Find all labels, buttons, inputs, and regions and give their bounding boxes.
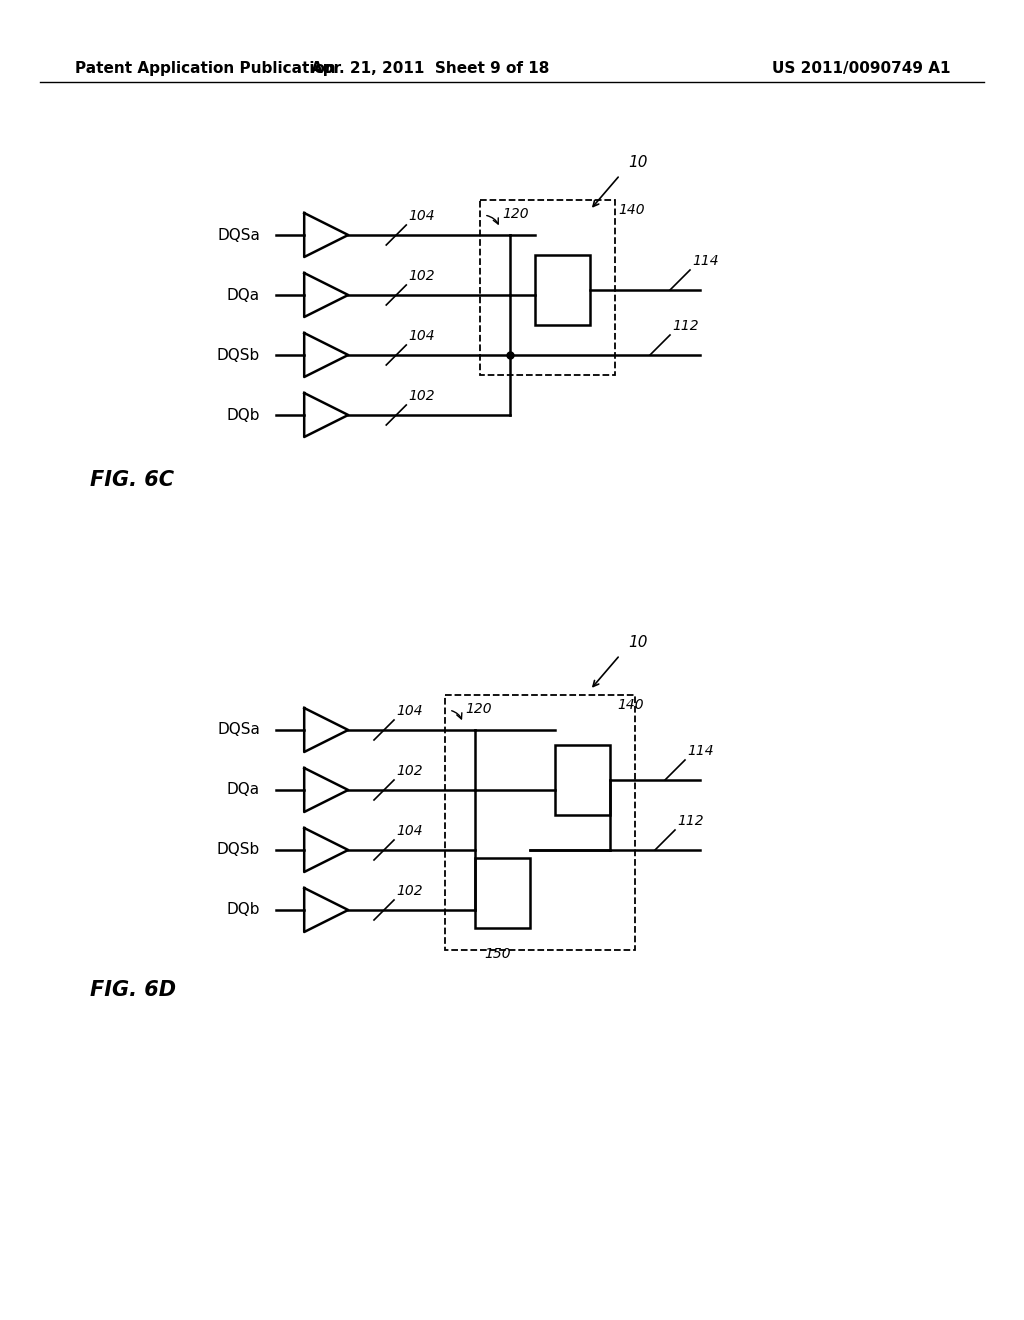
Text: DQSb: DQSb: [217, 842, 260, 858]
Text: DQSb: DQSb: [217, 347, 260, 363]
Text: 10: 10: [628, 635, 647, 649]
Text: 102: 102: [396, 884, 423, 898]
Text: 104: 104: [396, 824, 423, 838]
Text: DQa: DQa: [227, 288, 260, 302]
Text: 104: 104: [396, 704, 423, 718]
Bar: [475, 858, 530, 928]
Bar: [535, 255, 590, 325]
Bar: [555, 744, 610, 814]
Text: 10: 10: [628, 154, 647, 170]
Text: Apr. 21, 2011  Sheet 9 of 18: Apr. 21, 2011 Sheet 9 of 18: [311, 61, 549, 75]
Text: 102: 102: [409, 389, 435, 403]
Text: DQa: DQa: [227, 783, 260, 797]
Text: DQSa: DQSa: [217, 722, 260, 738]
Text: 140: 140: [617, 698, 644, 711]
Text: FIG. 6C: FIG. 6C: [90, 470, 174, 490]
Text: 102: 102: [396, 764, 423, 777]
Text: 102: 102: [409, 269, 435, 282]
Text: DQSa: DQSa: [217, 227, 260, 243]
Text: 114: 114: [692, 253, 719, 268]
Text: 112: 112: [672, 319, 698, 333]
Bar: [480, 201, 615, 375]
Text: DQb: DQb: [226, 408, 260, 422]
Text: 120: 120: [465, 702, 492, 715]
Text: US 2011/0090749 A1: US 2011/0090749 A1: [771, 61, 950, 75]
Text: 112: 112: [677, 814, 703, 828]
Text: 114: 114: [687, 744, 714, 758]
Text: DQb: DQb: [226, 903, 260, 917]
Text: 140: 140: [618, 203, 645, 216]
Text: 150: 150: [484, 946, 511, 961]
Text: Patent Application Publication: Patent Application Publication: [75, 61, 336, 75]
Text: 104: 104: [409, 329, 435, 343]
Text: 120: 120: [502, 207, 528, 220]
Bar: [445, 696, 635, 950]
Text: FIG. 6D: FIG. 6D: [90, 979, 176, 1001]
Text: 104: 104: [409, 209, 435, 223]
